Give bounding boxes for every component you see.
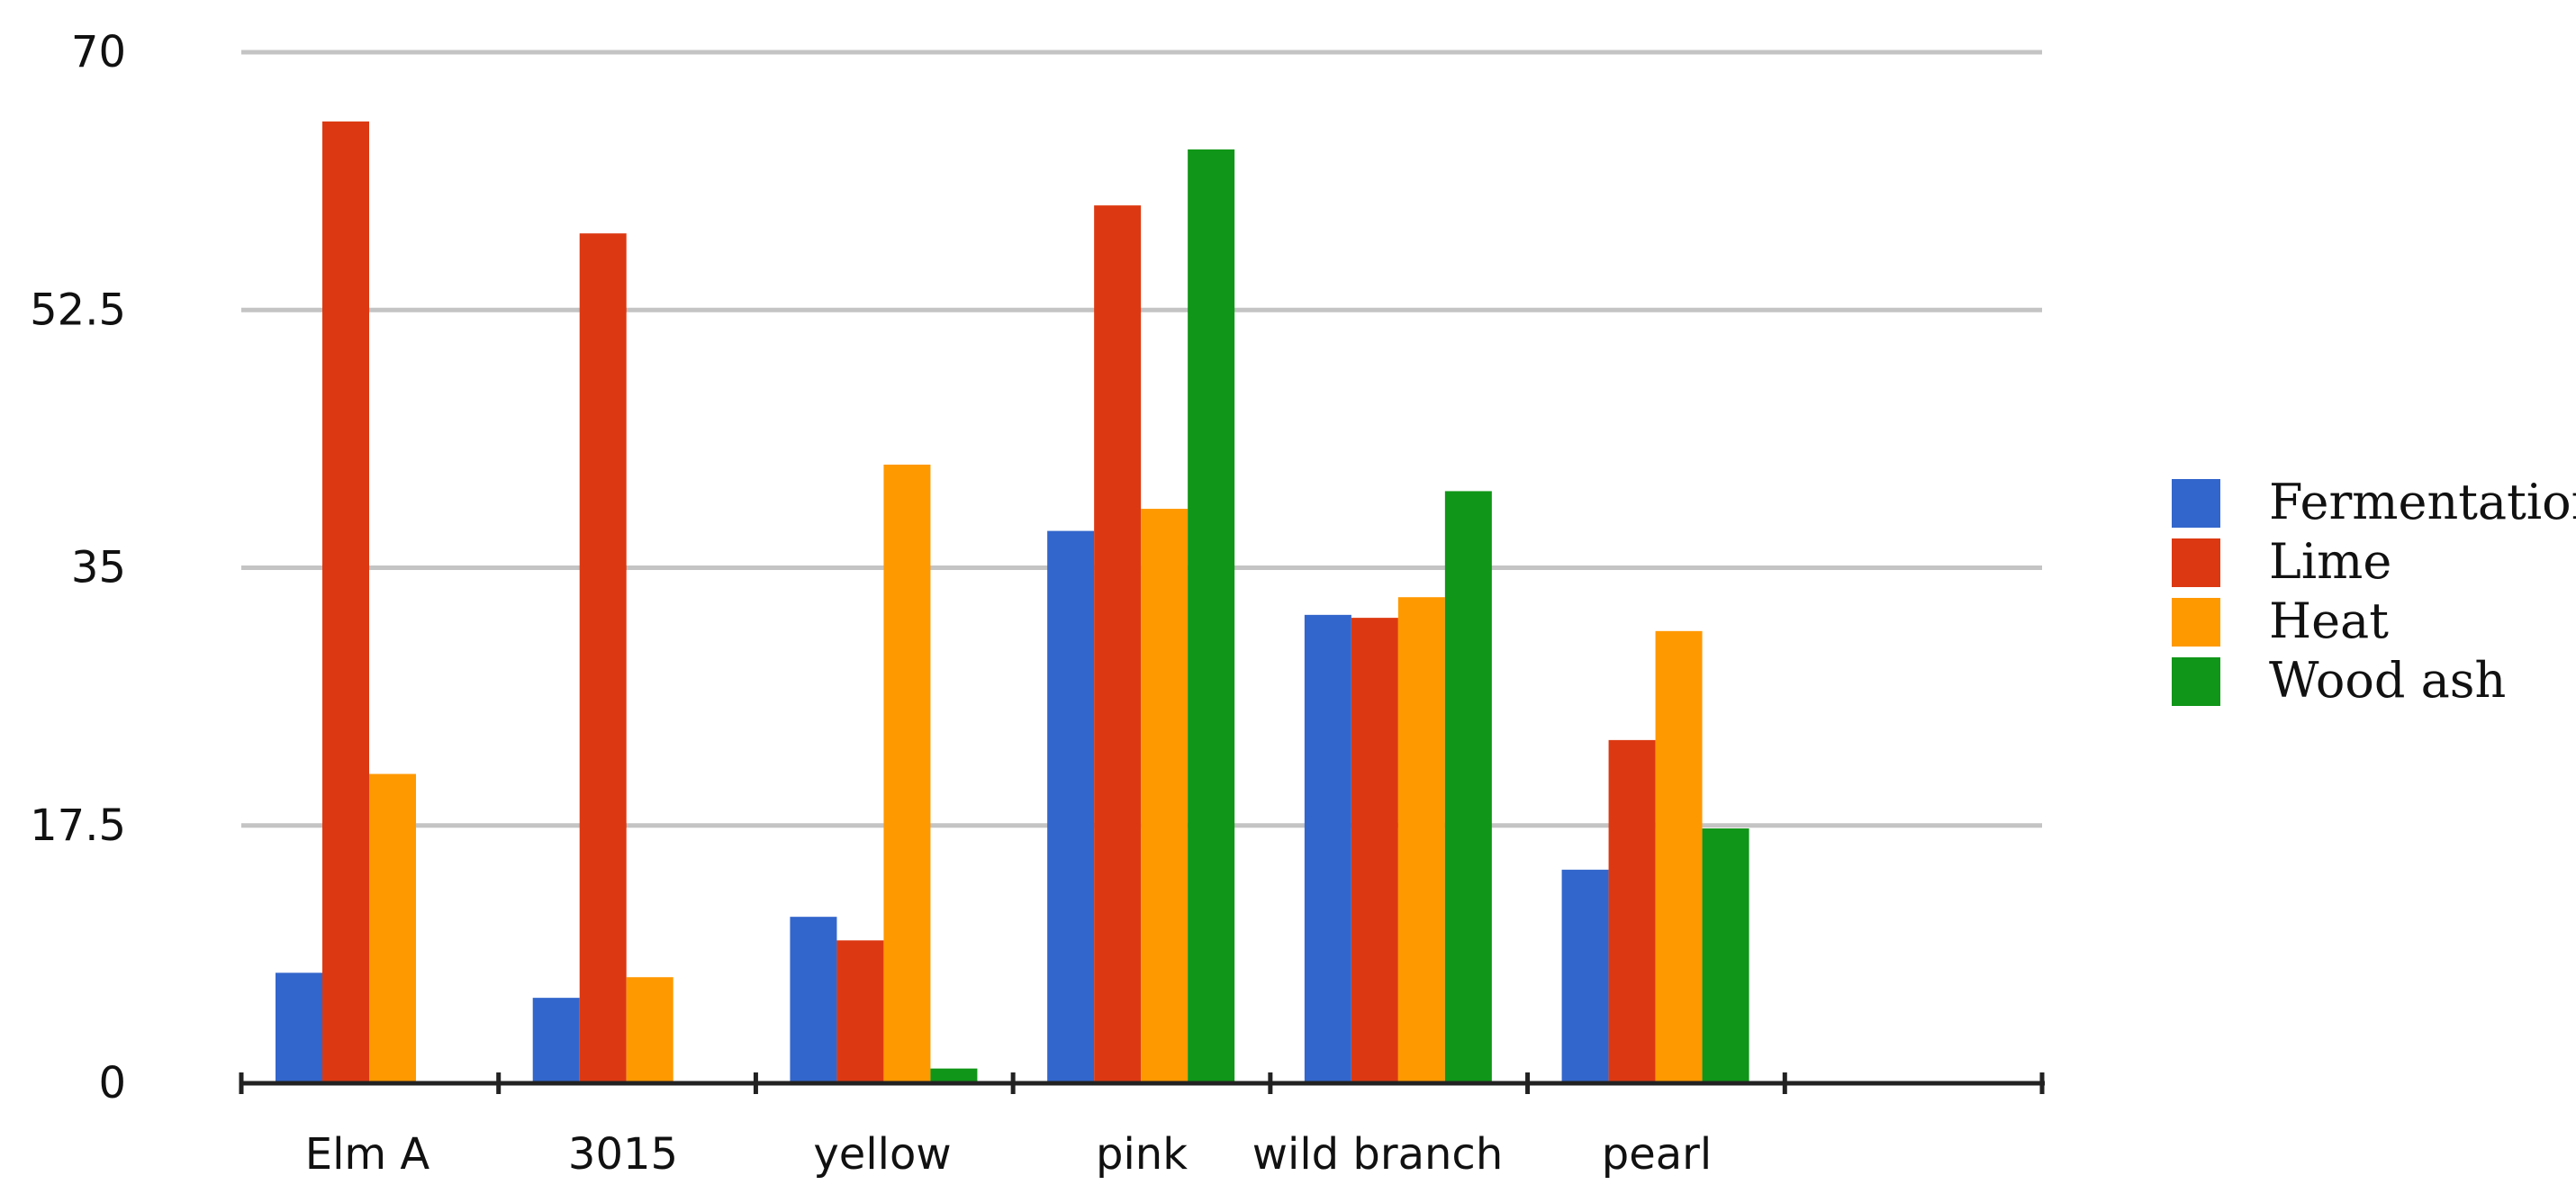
bar-fermentation xyxy=(276,972,322,1083)
bar-heat xyxy=(1397,597,1445,1083)
legend-label: Lime xyxy=(2269,533,2391,590)
bar-heat xyxy=(883,465,931,1083)
bar-heat xyxy=(369,773,416,1083)
bar-wood-ash xyxy=(930,1068,978,1083)
bar-heat xyxy=(626,977,673,1083)
y-tick-label: 52.5 xyxy=(30,285,126,335)
bar-fermentation xyxy=(790,917,837,1083)
bar-lime xyxy=(1094,205,1142,1084)
legend-swatch xyxy=(2172,598,2220,647)
legend-label: Fermentation xyxy=(2269,474,2576,530)
legend-swatch xyxy=(2172,657,2220,706)
legend-label: Heat xyxy=(2269,592,2389,649)
bar-lime xyxy=(1608,739,1656,1083)
x-tick-label: yellow xyxy=(813,1129,951,1180)
bar-heat xyxy=(1141,509,1189,1083)
y-tick-label: 0 xyxy=(98,1058,126,1108)
bar-lime xyxy=(836,940,884,1083)
bar-lime xyxy=(579,233,627,1083)
bar-wood-ash xyxy=(1444,491,1492,1083)
bar-lime xyxy=(1351,618,1398,1083)
y-tick-label: 17.5 xyxy=(30,801,126,851)
x-axis-ticks: Elm A 3015 yellow pink wild branch pearl xyxy=(305,1129,1713,1180)
bar-heat xyxy=(1655,630,1703,1083)
y-tick-label: 35 xyxy=(71,543,126,593)
x-axis xyxy=(239,1072,2045,1094)
x-tick-label: Elm A xyxy=(305,1129,430,1180)
legend-label: Wood ash xyxy=(2269,652,2506,709)
bars xyxy=(276,121,1749,1084)
x-tick-label: wild branch xyxy=(1252,1129,1504,1180)
x-tick-label: 3015 xyxy=(568,1129,678,1180)
bar-fermentation xyxy=(1304,614,1351,1083)
bar-wood-ash xyxy=(1188,149,1235,1083)
bar-fermentation xyxy=(532,998,580,1083)
legend-swatch xyxy=(2172,538,2220,587)
bar-lime xyxy=(322,121,369,1084)
y-tick-label: 70 xyxy=(71,27,126,77)
x-tick-label: pink xyxy=(1096,1129,1188,1180)
x-tick-label: pearl xyxy=(1602,1129,1712,1180)
bar-wood-ash xyxy=(1702,828,1749,1083)
bar-fermentation xyxy=(1561,869,1609,1083)
y-axis-ticks: 0 17.5 35 52.5 70 xyxy=(30,27,126,1108)
legend-swatch xyxy=(2172,479,2220,528)
bar-fermentation xyxy=(1047,530,1095,1083)
